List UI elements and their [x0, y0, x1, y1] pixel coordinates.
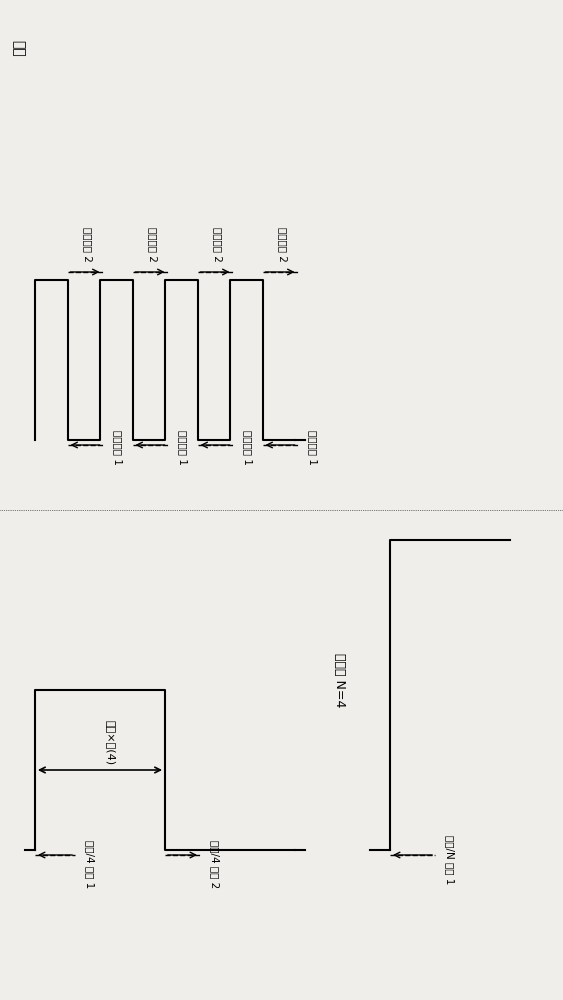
Text: 时钟除 N=4: 时钟除 N=4 [333, 653, 346, 707]
Text: 时钟/4 边缘 1: 时钟/4 边缘 1 [85, 840, 95, 888]
Text: 时钟边缘 2: 时钟边缘 2 [148, 227, 158, 262]
Text: 时钟边缘 2: 时钟边缘 2 [278, 227, 288, 262]
Text: 时钟: 时钟 [11, 40, 25, 57]
Text: 时钟/N 边缘 1: 时钟/N 边缘 1 [445, 835, 455, 884]
Text: 时钟边缘 2: 时钟边缘 2 [212, 227, 222, 262]
Text: 时钟边缘 1: 时钟边缘 1 [113, 430, 123, 465]
Text: 时钟边缘 2: 时钟边缘 2 [83, 227, 92, 262]
Text: 时钟边缘 1: 时钟边缘 1 [307, 430, 318, 465]
Text: 时钟/4 边缘 2: 时钟/4 边缘 2 [210, 840, 220, 888]
Text: 时钟边缘 1: 时钟边缘 1 [177, 430, 187, 465]
Text: 时钟边缘 1: 时钟边缘 1 [243, 430, 252, 465]
Text: 周期×四(4): 周期×四(4) [105, 720, 115, 765]
